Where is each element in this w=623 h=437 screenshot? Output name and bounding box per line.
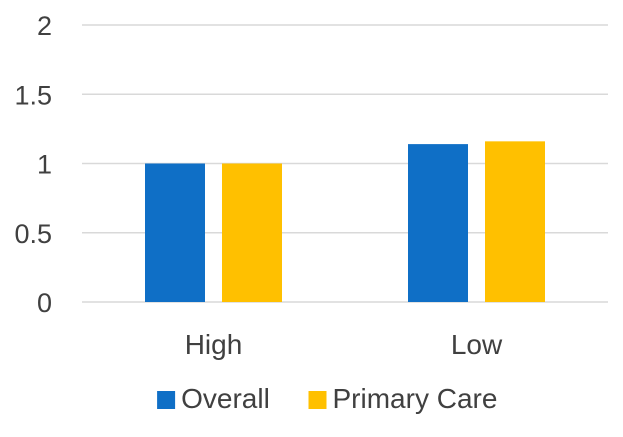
- bar-primary-care-low: [485, 141, 545, 302]
- y-tick-label: 1: [37, 150, 52, 180]
- y-tick-label: 2: [37, 11, 52, 41]
- x-category-label: High: [185, 329, 243, 360]
- y-axis-tick-labels: 0 0.5 1 1.5 2: [14, 11, 52, 318]
- bars: [145, 141, 545, 302]
- legend: Overall Primary Care: [157, 383, 497, 414]
- legend-label-overall: Overall: [181, 383, 270, 414]
- y-tick-label: 0.5: [14, 219, 52, 249]
- x-axis-category-labels: High Low: [185, 329, 503, 360]
- bar-primary-care-high: [222, 164, 282, 303]
- legend-swatch-primary-care: [309, 391, 327, 409]
- y-tick-label: 1.5: [14, 80, 52, 110]
- legend-swatch-overall: [157, 391, 175, 409]
- legend-label-primary-care: Primary Care: [333, 383, 498, 414]
- bar-overall-low: [408, 144, 468, 302]
- bar-overall-high: [145, 164, 205, 303]
- x-category-label: Low: [451, 329, 503, 360]
- y-tick-label: 0: [37, 288, 52, 318]
